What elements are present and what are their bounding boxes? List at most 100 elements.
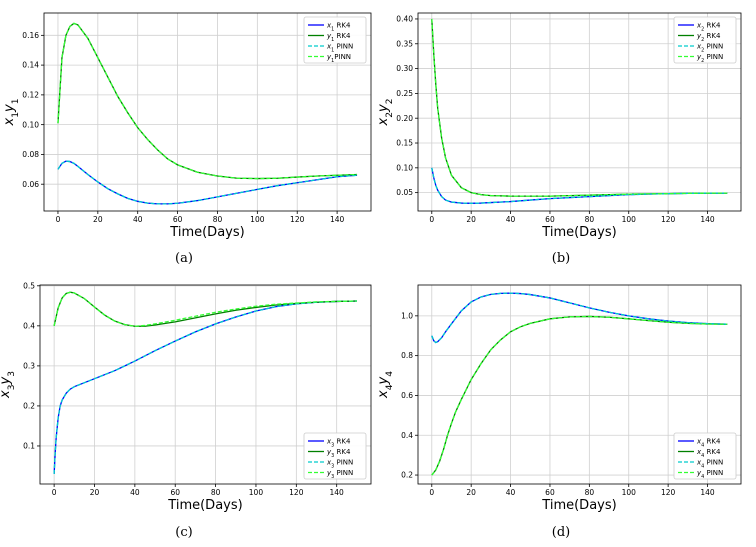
legend-entry: x2 RK4 (696, 22, 721, 33)
chart-panel-3: 0 20 40 60 80 100 120 140 0.1 0.2 0.3 0.4 0.5 Time(Da… (0, 281, 372, 540)
legend-entry: x1 RK4 (326, 22, 351, 33)
y-tick-label: 0.14 (22, 61, 39, 70)
legend-entry: x4 RK4 (696, 438, 721, 449)
y-tick-label: 1.0 (401, 311, 413, 320)
series-line-3 (57, 160, 358, 205)
y-tick-label: 0.15 (396, 139, 413, 148)
y-tick-label: 0.3 (23, 361, 35, 370)
x-tick-label: 140 (330, 488, 345, 497)
x-tick-label: 80 (211, 488, 221, 497)
y-tick-label: 0.30 (396, 64, 413, 73)
y-tick-label: 0.25 (396, 89, 413, 98)
legend-entry: y2 RK4 (696, 32, 721, 43)
x-tick-label: 120 (289, 488, 304, 497)
legend-box (673, 16, 737, 64)
x-tick-label: 60 (173, 215, 183, 224)
x-tick-label: 120 (290, 215, 305, 224)
y-tick-label: 0.8 (401, 351, 413, 360)
legend-entry: x3 RK4 (326, 438, 351, 449)
x-tick-label: 140 (700, 215, 715, 224)
panel-caption: (b) (552, 251, 570, 266)
x-tick-label: 100 (622, 488, 637, 497)
y-tick-label: 0.10 (22, 120, 39, 129)
y-axis-label: x3y3 (0, 371, 17, 399)
y-tick-label: 0.2 (401, 471, 413, 480)
x-tick-label: 80 (213, 215, 223, 224)
x-tick-label: 80 (585, 488, 595, 497)
x-tick-label: 140 (330, 215, 345, 224)
x-tick-label: 40 (130, 488, 140, 497)
y-tick-label: 0.5 (23, 281, 35, 290)
x-tick-label: 100 (622, 215, 637, 224)
y-tick-label: 0.6 (401, 391, 413, 400)
legend-entry: y3 PINN (326, 469, 353, 480)
legend-box (303, 432, 367, 480)
x-tick-label: 0 (429, 215, 434, 224)
y-tick-label: 0.10 (396, 163, 413, 172)
panel-caption: (c) (175, 525, 192, 540)
legend-entry: y4 PINN (696, 469, 723, 480)
chart-panel-4: 0 20 40 60 80 100 120 140 0.2 0.4 0.6 0.8 1.0 Time(Da… (376, 284, 742, 540)
series-line-3 (431, 167, 728, 204)
x-tick-label: 20 (466, 215, 476, 224)
y-tick-label: 0.40 (396, 15, 413, 24)
y-tick-label: 0.08 (22, 150, 39, 159)
y-tick-label: 0.05 (396, 188, 413, 197)
x-axis-label: Time(Days) (167, 498, 242, 513)
y-tick-label: 0.4 (23, 321, 35, 330)
x-tick-label: 60 (170, 488, 180, 497)
panel-caption: (d) (552, 525, 570, 540)
y-tick-label: 0.20 (396, 114, 413, 123)
y-axis-label: x1y1 (2, 99, 21, 127)
x-tick-label: 80 (585, 215, 595, 224)
x-tick-label: 120 (661, 488, 676, 497)
y-axis-label: x4y4 (376, 371, 395, 399)
axes-frame (43, 12, 372, 212)
x-tick-label: 60 (545, 488, 555, 497)
x-tick-label: 0 (429, 488, 434, 497)
x-axis-label: Time(Days) (541, 498, 616, 513)
y-axis-label: x2y2 (376, 99, 395, 127)
axes-frame (417, 12, 742, 212)
x-tick-label: 100 (250, 215, 265, 224)
x-tick-label: 20 (90, 488, 100, 497)
y-tick-label: 0.12 (22, 90, 39, 99)
series-line-4 (53, 291, 357, 327)
series-line-3 (431, 292, 728, 344)
legend-entry: y1PINN (326, 53, 351, 64)
series-line-4 (57, 22, 358, 180)
y-tick-label: 0.06 (22, 180, 39, 189)
x-tick-label: 20 (93, 215, 103, 224)
chart-panel-2: 0 20 40 60 80 100 120 140 0.05 0.10 0.15 0.20 0.25 0.… (376, 12, 742, 266)
legend-entry: x3 PINN (326, 459, 353, 470)
series-line-3 (53, 300, 357, 475)
axes-frame (417, 284, 742, 485)
series-line-4 (431, 18, 728, 197)
x-tick-label: 20 (466, 488, 476, 497)
legend-box (673, 432, 737, 480)
series-line-1 (431, 167, 728, 204)
x-tick-label: 0 (52, 488, 57, 497)
series-line-4 (431, 315, 728, 476)
series-line-2 (53, 291, 357, 327)
x-tick-label: 0 (56, 215, 61, 224)
x-tick-label: 40 (506, 488, 516, 497)
legend-entry: y1 RK4 (326, 32, 351, 43)
axes-frame (39, 284, 372, 485)
y-tick-label: 0.16 (22, 31, 39, 40)
y-tick-label: 0.2 (23, 402, 35, 411)
x-tick-label: 120 (661, 215, 676, 224)
legend-entry: x4 PINN (696, 459, 723, 470)
y-tick-label: 0.35 (396, 39, 413, 48)
legend-entry: y3 RK4 (326, 448, 351, 459)
series-line-1 (431, 292, 728, 344)
legend-entry: x4 RK4 (696, 448, 721, 459)
x-tick-label: 60 (545, 215, 555, 224)
panel-caption: (a) (175, 251, 193, 266)
legend-entry: y2 PINN (696, 53, 723, 64)
y-tick-label: 0.4 (401, 431, 413, 440)
